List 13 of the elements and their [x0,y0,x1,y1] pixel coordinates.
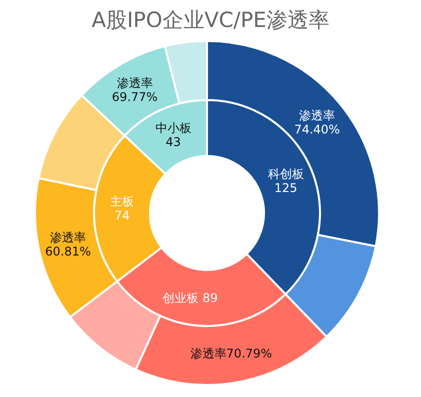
chart-title: A股IPO企业VC/PE渗透率 [92,8,330,32]
data-label: 74 [114,208,130,223]
slice-label: 主板 [110,194,134,209]
slice-label: 中小板 [155,120,192,135]
data-label: 渗透率 60.81% [45,230,91,259]
data-label: 渗透率 69.77% [112,76,158,104]
slice-label: 创业板 [162,290,199,305]
slice-label: 科创板 [268,167,304,182]
data-label: 125 [274,181,298,196]
data-label: 渗透率 74.40% [294,108,340,137]
data-label: 89 [202,290,218,305]
data-label: 43 [166,134,181,149]
data-label: 渗透率70.79% [190,346,272,360]
